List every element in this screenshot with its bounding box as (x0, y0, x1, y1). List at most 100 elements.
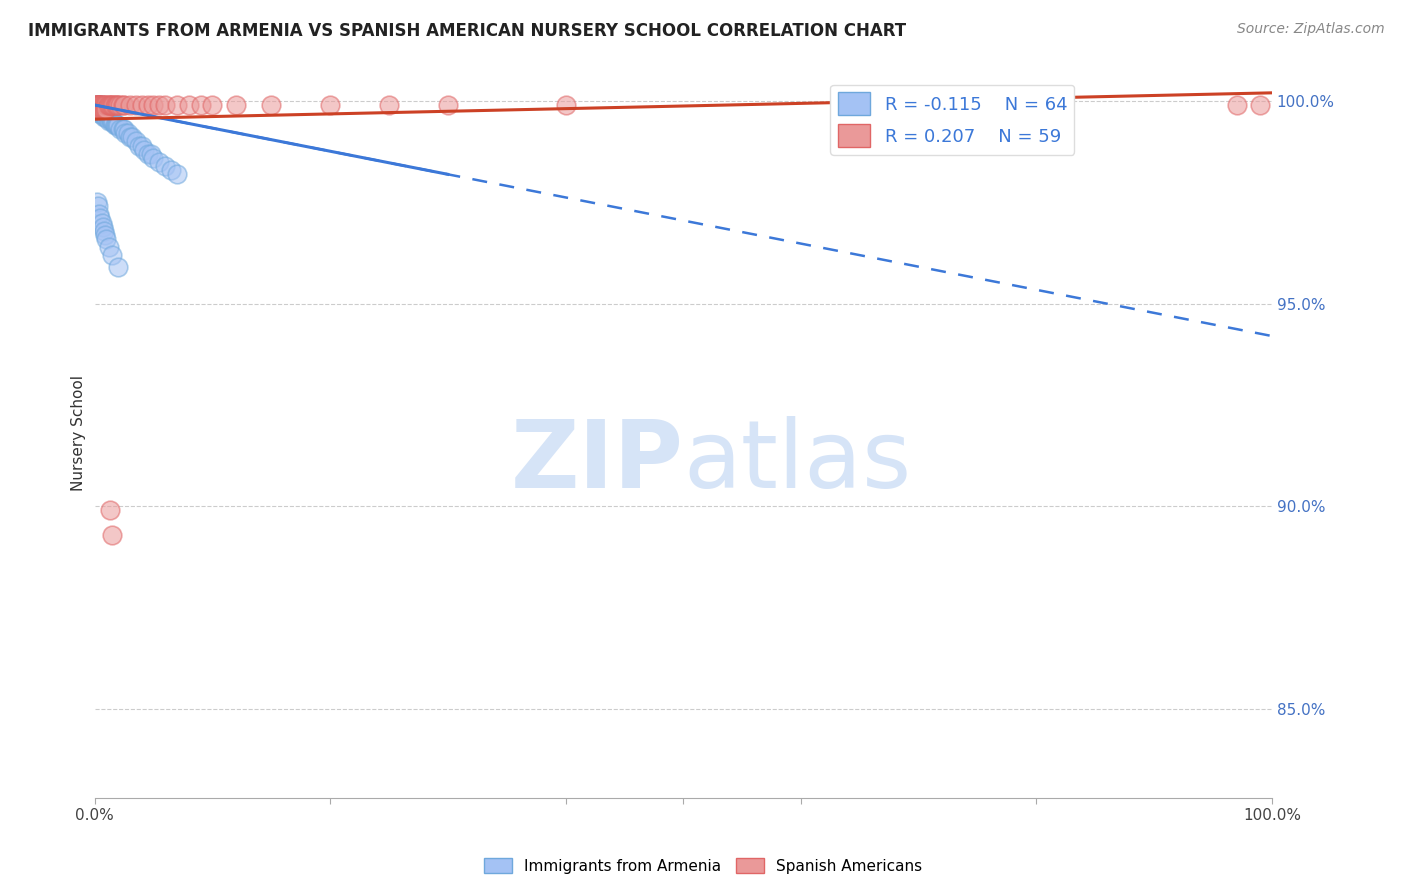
Point (103, 118, 125, 132)
Point (111, 122, 134, 136)
Point (87, 199, 110, 213)
Point (103, 98, 125, 112)
Point (125, 98, 148, 112)
Point (112, 98, 135, 112)
Point (89, 106, 111, 120)
Point (201, 98, 224, 112)
Point (166, 167, 188, 181)
Text: atlas: atlas (683, 417, 911, 508)
Point (84, 102, 107, 116)
Point (100, 114, 122, 128)
Point (97, 98, 120, 112)
Point (86, 195, 108, 210)
Point (128, 138, 150, 153)
Point (91, 106, 114, 120)
Point (378, 98, 401, 112)
Point (89, 102, 111, 116)
Point (89, 98, 111, 112)
Point (136, 98, 159, 112)
Point (84, 98, 107, 112)
Point (98, 110, 121, 124)
Point (93, 106, 115, 120)
Point (87, 102, 110, 116)
Point (112, 122, 135, 136)
Point (94, 102, 117, 116)
Point (554, 98, 576, 112)
Point (132, 143, 155, 157)
Point (90, 102, 112, 116)
Point (89, 98, 111, 112)
Point (96, 102, 118, 116)
Point (100, 98, 122, 112)
Point (89, 98, 111, 112)
Point (90, 215, 112, 229)
Point (103, 98, 125, 112)
Point (117, 127, 139, 141)
Point (319, 98, 342, 112)
Point (160, 162, 183, 177)
Point (96, 232, 118, 246)
Point (90, 98, 112, 112)
Point (89, 211, 111, 226)
Point (105, 98, 128, 112)
Legend: R = -0.115    N = 64, R = 0.207    N = 59: R = -0.115 N = 64, R = 0.207 N = 59 (831, 85, 1074, 154)
Point (166, 98, 188, 112)
Point (148, 154, 170, 169)
Point (93, 98, 115, 112)
Point (87, 98, 110, 112)
Point (91, 219, 114, 234)
Point (136, 146, 159, 161)
Point (1249, 98, 1271, 112)
Point (107, 260, 129, 274)
Point (86, 98, 108, 112)
Point (177, 98, 200, 112)
Point (96, 110, 118, 124)
Point (86, 98, 108, 112)
Point (96, 106, 118, 120)
Point (94, 98, 117, 112)
Point (103, 114, 125, 128)
Point (131, 98, 153, 112)
Point (91, 102, 114, 116)
Point (111, 98, 134, 112)
Point (142, 98, 165, 112)
Point (105, 118, 128, 132)
Point (104, 98, 127, 112)
Point (91, 102, 114, 116)
Point (98, 98, 121, 112)
Point (118, 98, 141, 112)
Point (260, 98, 283, 112)
Point (148, 98, 170, 112)
Point (436, 98, 458, 112)
Point (84, 98, 107, 112)
Point (94, 106, 117, 120)
Point (84, 98, 107, 112)
Point (155, 98, 177, 112)
Point (142, 151, 165, 165)
Point (86, 102, 108, 116)
Point (87, 98, 110, 112)
Point (121, 130, 143, 145)
Point (89, 98, 111, 112)
Point (90, 102, 112, 116)
Point (114, 127, 136, 141)
Point (190, 98, 212, 112)
Point (91, 98, 114, 112)
Point (101, 114, 124, 128)
Point (118, 130, 141, 145)
Point (101, 527, 124, 541)
Point (90, 106, 112, 120)
Point (89, 102, 111, 116)
Legend: Immigrants from Armenia, Spanish Americans: Immigrants from Armenia, Spanish America… (478, 852, 928, 880)
Point (90, 98, 112, 112)
Point (110, 122, 132, 136)
Point (225, 98, 247, 112)
Text: ZIP: ZIP (510, 417, 683, 508)
Point (93, 224, 115, 238)
Point (101, 248, 124, 262)
Point (93, 102, 115, 116)
Y-axis label: Nursery School: Nursery School (72, 376, 86, 491)
Point (101, 98, 124, 112)
Point (107, 118, 129, 132)
Text: Source: ZipAtlas.com: Source: ZipAtlas.com (1237, 22, 1385, 37)
